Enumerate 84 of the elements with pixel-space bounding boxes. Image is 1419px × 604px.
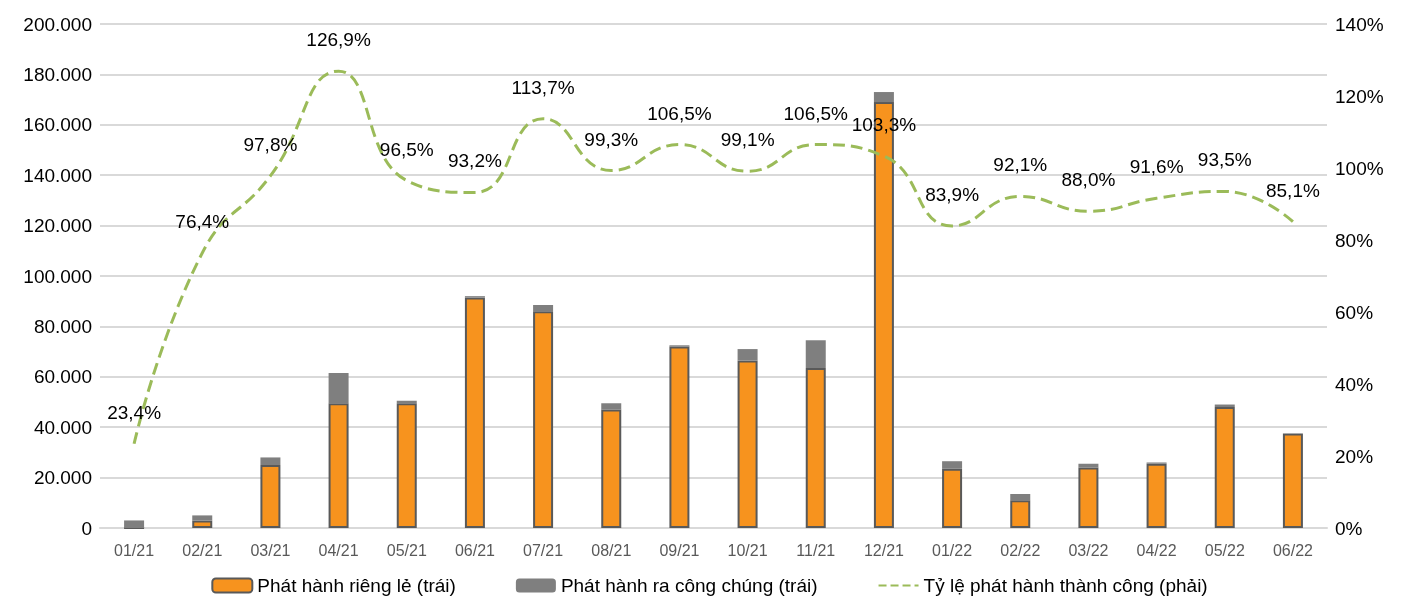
bar	[601, 409, 622, 528]
y-tick-label: 0	[81, 517, 92, 539]
y-tick-label: 20.000	[33, 467, 92, 489]
x-tick-label: 12/21	[863, 541, 905, 559]
data-label: 126,9%	[306, 29, 371, 51]
x-tick-label: 01/21	[114, 541, 155, 559]
bar	[805, 340, 826, 368]
bar	[328, 403, 349, 528]
data-label: 93,2%	[447, 150, 502, 172]
x-tick-label: 09/21	[659, 541, 700, 559]
legend-label: Tỷ lệ phát hành thành công (phải)	[923, 575, 1208, 596]
bar	[942, 468, 963, 528]
x-tick-label: 11/21	[796, 541, 836, 559]
data-label: 106,5%	[783, 102, 849, 124]
x-tick-label: 05/22	[1204, 541, 1245, 559]
y-tick-label: 80.000	[33, 315, 92, 337]
data-label: 85,1%	[1265, 179, 1320, 201]
bar	[805, 367, 826, 528]
x-tick-label: 02/22	[1000, 541, 1041, 559]
data-label: 83,9%	[925, 183, 980, 205]
bar	[1214, 407, 1235, 528]
y-tick-label: 120.000	[23, 215, 92, 237]
x-tick-label: 06/22	[1272, 541, 1314, 559]
bar	[873, 92, 894, 103]
y2-tick-label: 100%	[1335, 157, 1384, 179]
data-label: 99,3%	[584, 128, 639, 150]
y2-tick-label: 40%	[1335, 373, 1374, 395]
bar	[1010, 500, 1031, 528]
bar	[328, 373, 349, 404]
data-label: 88,0%	[1061, 169, 1116, 191]
data-label: 23,4%	[107, 401, 162, 423]
bar	[192, 520, 213, 528]
bar	[601, 403, 622, 410]
bar	[260, 457, 281, 465]
data-label: 106,5%	[647, 102, 712, 124]
bar	[1146, 463, 1167, 528]
bar	[124, 520, 145, 528]
bar	[942, 461, 963, 469]
y2-tick-label: 80%	[1335, 229, 1374, 251]
legend-label: Phát hành riêng lẻ (trái)	[257, 575, 456, 596]
y-tick-label: 140.000	[23, 164, 92, 186]
legend-label: Phát hành ra công chúng (trái)	[560, 575, 818, 596]
y2-tick-label: 0%	[1335, 517, 1363, 539]
bar	[533, 311, 554, 528]
bar	[260, 465, 281, 528]
x-tick-label: 03/21	[250, 541, 291, 559]
x-tick-label: 02/21	[182, 541, 223, 559]
y-tick-label: 60.000	[33, 366, 92, 388]
bar	[533, 304, 554, 312]
x-tick-label: 05/21	[386, 541, 427, 559]
y-tick-label: 40.000	[33, 416, 92, 438]
x-tick-label: 07/21	[523, 541, 564, 559]
bar	[1078, 467, 1099, 528]
bar	[464, 297, 485, 528]
y2-tick-label: 60%	[1335, 301, 1374, 323]
bar	[396, 403, 417, 528]
y-tick-label: 200.000	[23, 13, 92, 35]
data-label: 92,1%	[993, 154, 1048, 176]
bar	[737, 349, 758, 361]
bar	[669, 346, 690, 528]
data-label: 96,5%	[379, 138, 434, 160]
data-label: 91,6%	[1129, 156, 1184, 178]
x-tick-label: 06/21	[454, 541, 496, 559]
y-tick-label: 100.000	[23, 265, 92, 287]
bar	[1010, 493, 1031, 501]
y-tick-label: 180.000	[23, 63, 92, 85]
x-tick-label: 10/21	[727, 541, 768, 559]
x-tick-label: 04/21	[318, 541, 359, 559]
bar	[192, 515, 213, 521]
x-tick-label: 08/21	[591, 541, 632, 559]
bar	[1282, 433, 1303, 528]
y-tick-label: 160.000	[23, 114, 92, 136]
y2-tick-label: 20%	[1335, 445, 1374, 467]
x-tick-label: 01/22	[932, 541, 973, 559]
x-tick-label: 04/22	[1136, 541, 1177, 559]
data-label: 99,1%	[720, 129, 775, 151]
x-tick-label: 03/22	[1068, 541, 1109, 559]
y2-tick-label: 140%	[1335, 13, 1384, 35]
bar	[737, 360, 758, 528]
data-label: 113,7%	[511, 76, 575, 98]
data-label: 93,5%	[1197, 149, 1252, 171]
data-label: 97,8%	[243, 133, 298, 155]
y2-tick-label: 120%	[1335, 85, 1384, 107]
bar	[1078, 463, 1099, 468]
